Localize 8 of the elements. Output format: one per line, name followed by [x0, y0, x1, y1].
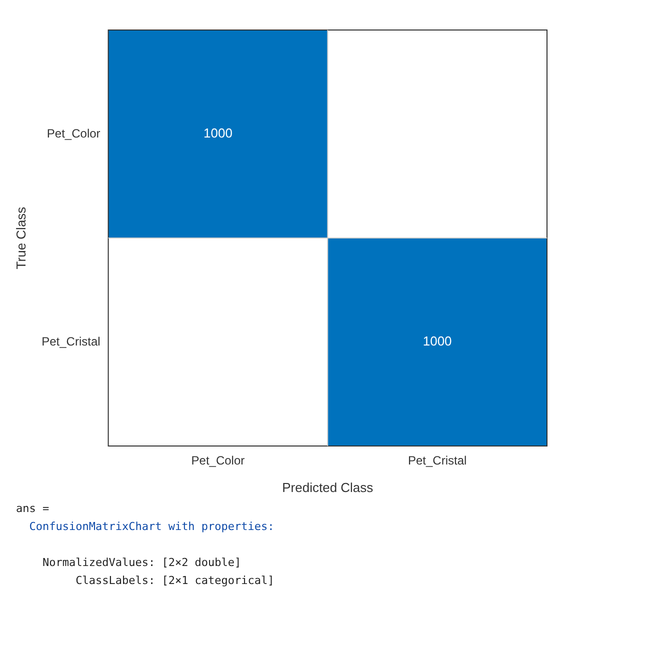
data-label: 1000 [204, 126, 232, 141]
x-axis-title: Predicted Class [282, 480, 374, 495]
text: NormalizedValues: [2×2 double] [41, 555, 242, 571]
y-axis-title: True Class [13, 206, 28, 270]
text: ans = [16, 501, 50, 517]
data-label: 1000 [422, 334, 452, 349]
text: ClassLabels: [2×1 categorical] [74, 573, 276, 589]
text: ConfusionMatrixChart with properties: [28, 519, 276, 535]
